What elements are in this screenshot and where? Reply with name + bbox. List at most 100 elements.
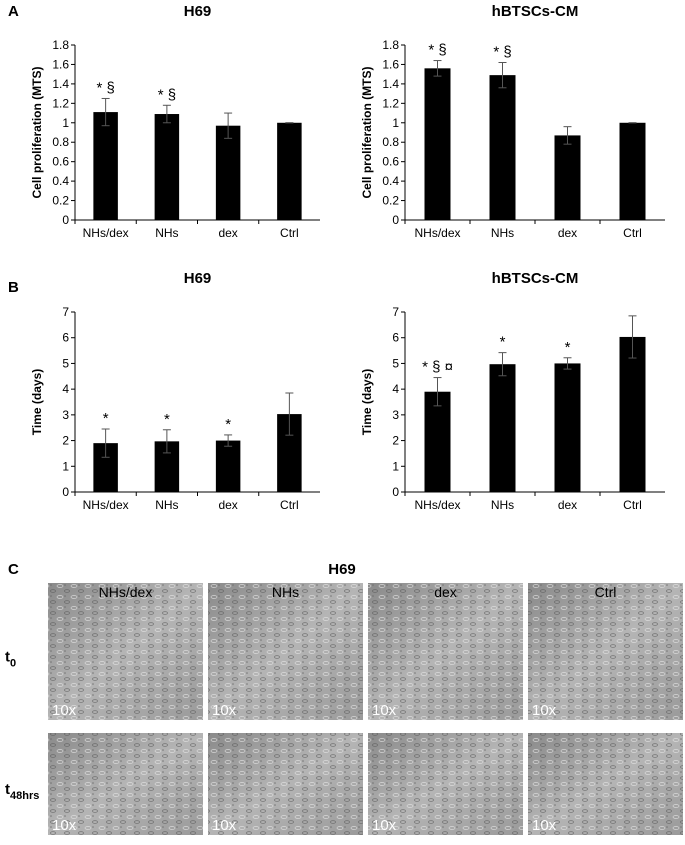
error-bar — [433, 377, 442, 407]
annotation: * § — [158, 86, 176, 103]
x-tick-label: NHs — [155, 226, 178, 240]
error-bar — [498, 62, 507, 89]
micrograph-texture — [48, 583, 203, 720]
micrograph-texture — [208, 583, 363, 720]
y-tick-label: 0.4 — [382, 174, 399, 188]
y-tick-label: 3 — [392, 408, 399, 422]
chart-title: hBTSCs-CM — [492, 3, 579, 20]
bar — [215, 440, 241, 492]
bar — [424, 391, 451, 492]
y-tick-label: 1.2 — [382, 96, 399, 110]
chart-title: hBTSCs-CM — [492, 270, 579, 287]
x-tick-label: NHs — [155, 498, 178, 512]
error-bar — [101, 97, 110, 127]
y-tick-label: 1 — [62, 459, 69, 473]
bar — [424, 68, 451, 220]
y-tick-label: 1.4 — [382, 77, 399, 91]
annotation: * — [225, 416, 231, 433]
error-bar — [563, 357, 572, 370]
bar — [554, 363, 581, 492]
y-tick-label: 5 — [62, 356, 69, 370]
row-label: t0 — [5, 649, 16, 670]
x-tick-label: dex — [218, 226, 237, 240]
magnification-label: 10x — [52, 817, 77, 834]
error-bar — [101, 428, 110, 458]
row-label-main: t — [5, 649, 10, 666]
y-tick-label: 0 — [392, 485, 399, 499]
y-tick-label: 6 — [62, 331, 69, 345]
x-tick-label: NHs — [491, 498, 514, 512]
y-tick-label: 6 — [392, 331, 399, 345]
column-label: dex — [434, 584, 457, 600]
micrograph-texture — [208, 733, 363, 835]
x-tick-label: NHs/dex — [83, 498, 129, 512]
y-tick-label: 1.2 — [52, 96, 69, 110]
annotation: * § — [96, 79, 114, 96]
magnification-label: 10x — [52, 702, 77, 719]
y-tick-label: 0 — [62, 485, 69, 499]
x-tick-label: Ctrl — [623, 498, 642, 512]
annotation: * § — [493, 44, 511, 61]
annotation: * § ¤ — [422, 359, 453, 376]
error-bar — [162, 429, 171, 454]
y-tick-label: 7 — [392, 305, 399, 319]
bar — [489, 75, 516, 220]
x-tick-label: NHs/dex — [83, 226, 129, 240]
magnification-label: 10x — [372, 702, 397, 719]
row-label: t48hrs — [5, 781, 39, 802]
y-tick-label: 0.8 — [382, 135, 399, 149]
y-axis-label: Time (days) — [30, 369, 44, 435]
error-bar — [498, 352, 507, 377]
annotation: * — [565, 339, 571, 356]
x-tick-label: Ctrl — [280, 226, 299, 240]
y-tick-label: 3 — [62, 408, 69, 422]
y-tick-label: 1.8 — [52, 38, 69, 52]
column-label: NHs — [272, 584, 299, 600]
panel-title: H69 — [328, 561, 356, 578]
annotation: * — [103, 410, 109, 427]
magnification-label: 10x — [372, 817, 397, 834]
bar — [93, 112, 118, 220]
x-tick-label: dex — [558, 498, 577, 512]
y-tick-label: 5 — [392, 356, 399, 370]
panel-letter: C — [8, 561, 19, 578]
x-tick-label: dex — [218, 498, 237, 512]
y-tick-label: 2 — [62, 434, 69, 448]
x-tick-label: NHs/dex — [414, 498, 460, 512]
y-tick-label: 0.2 — [382, 194, 399, 208]
column-label: NHs/dex — [99, 584, 153, 600]
x-tick-label: dex — [558, 226, 577, 240]
bar — [154, 114, 180, 220]
y-axis-label: Time (days) — [360, 369, 374, 435]
y-tick-label: 1.8 — [382, 38, 399, 52]
column-label: Ctrl — [595, 584, 617, 600]
y-tick-label: 7 — [62, 305, 69, 319]
magnification-label: 10x — [212, 702, 237, 719]
y-tick-label: 1 — [62, 116, 69, 130]
error-bar — [162, 104, 171, 124]
micrograph-texture — [368, 733, 523, 835]
x-tick-label: NHs/dex — [414, 226, 460, 240]
y-tick-label: 4 — [392, 382, 399, 396]
row-label-sub: 0 — [10, 658, 16, 670]
annotation: * — [164, 411, 170, 428]
x-tick-label: NHs — [491, 226, 514, 240]
y-tick-label: 2 — [392, 434, 399, 448]
chart-title: H69 — [184, 270, 212, 287]
y-tick-label: 0 — [392, 213, 399, 227]
y-tick-label: 1.6 — [52, 57, 69, 71]
x-tick-label: Ctrl — [623, 226, 642, 240]
chart-title: H69 — [184, 3, 212, 20]
bar — [215, 125, 241, 220]
micrograph-texture — [528, 733, 683, 835]
annotation: * § — [428, 42, 446, 59]
x-tick-label: Ctrl — [280, 498, 299, 512]
y-axis-label: Cell proliferation (MTS) — [360, 66, 374, 198]
magnification-label: 10x — [532, 817, 557, 834]
y-tick-label: 0.6 — [382, 155, 399, 169]
y-tick-label: 4 — [62, 382, 69, 396]
y-tick-label: 0.8 — [52, 135, 69, 149]
y-tick-label: 1.6 — [382, 57, 399, 71]
micrograph-texture — [528, 583, 683, 720]
